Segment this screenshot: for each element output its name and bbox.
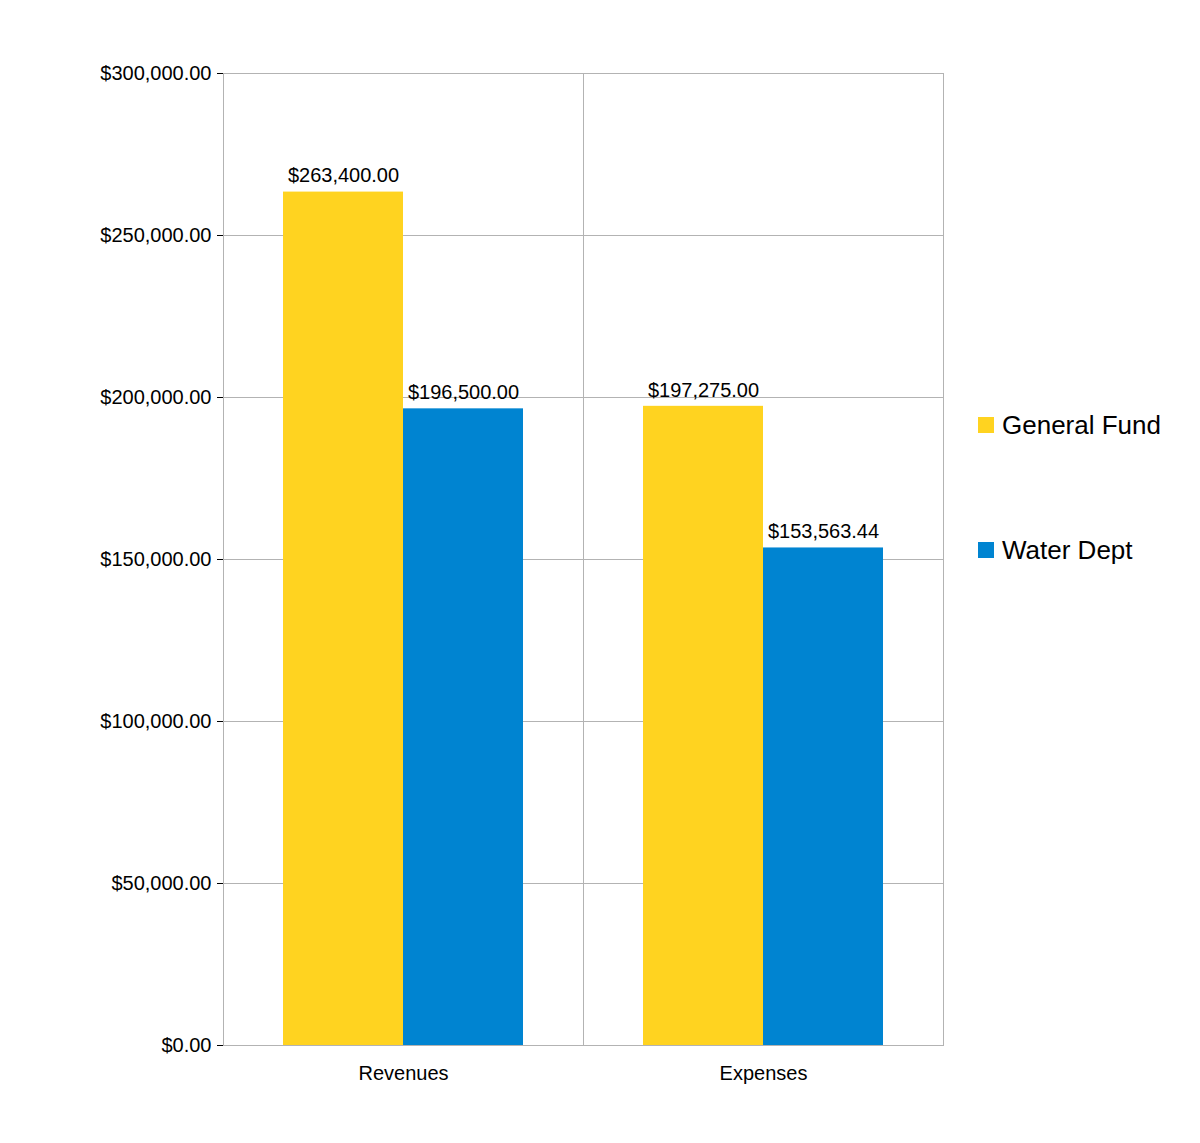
svg-text:$200,000.00: $200,000.00	[100, 386, 211, 408]
svg-text:$0.00: $0.00	[161, 1034, 211, 1056]
svg-text:$50,000.00: $50,000.00	[111, 872, 211, 894]
svg-text:$250,000.00: $250,000.00	[100, 224, 211, 246]
svg-text:$263,400.00: $263,400.00	[288, 164, 399, 186]
html-text:General Fund: General Fund	[1002, 409, 1161, 440]
svg-text:$196,500.00: $196,500.00	[408, 381, 519, 403]
svg-text:$300,000.00: $300,000.00	[100, 62, 211, 84]
html-text:Water Dept: Water Dept	[1002, 534, 1133, 565]
svg-text:$100,000.00: $100,000.00	[100, 710, 211, 732]
svg-text:$150,000.00: $150,000.00	[100, 548, 211, 570]
svg-text:$153,563.44: $153,563.44	[768, 520, 879, 542]
svg-text:$197,275.00: $197,275.00	[648, 379, 759, 401]
svg-text:Revenues: Revenues	[358, 1062, 448, 1084]
svg-text:Expenses: Expenses	[720, 1062, 808, 1084]
